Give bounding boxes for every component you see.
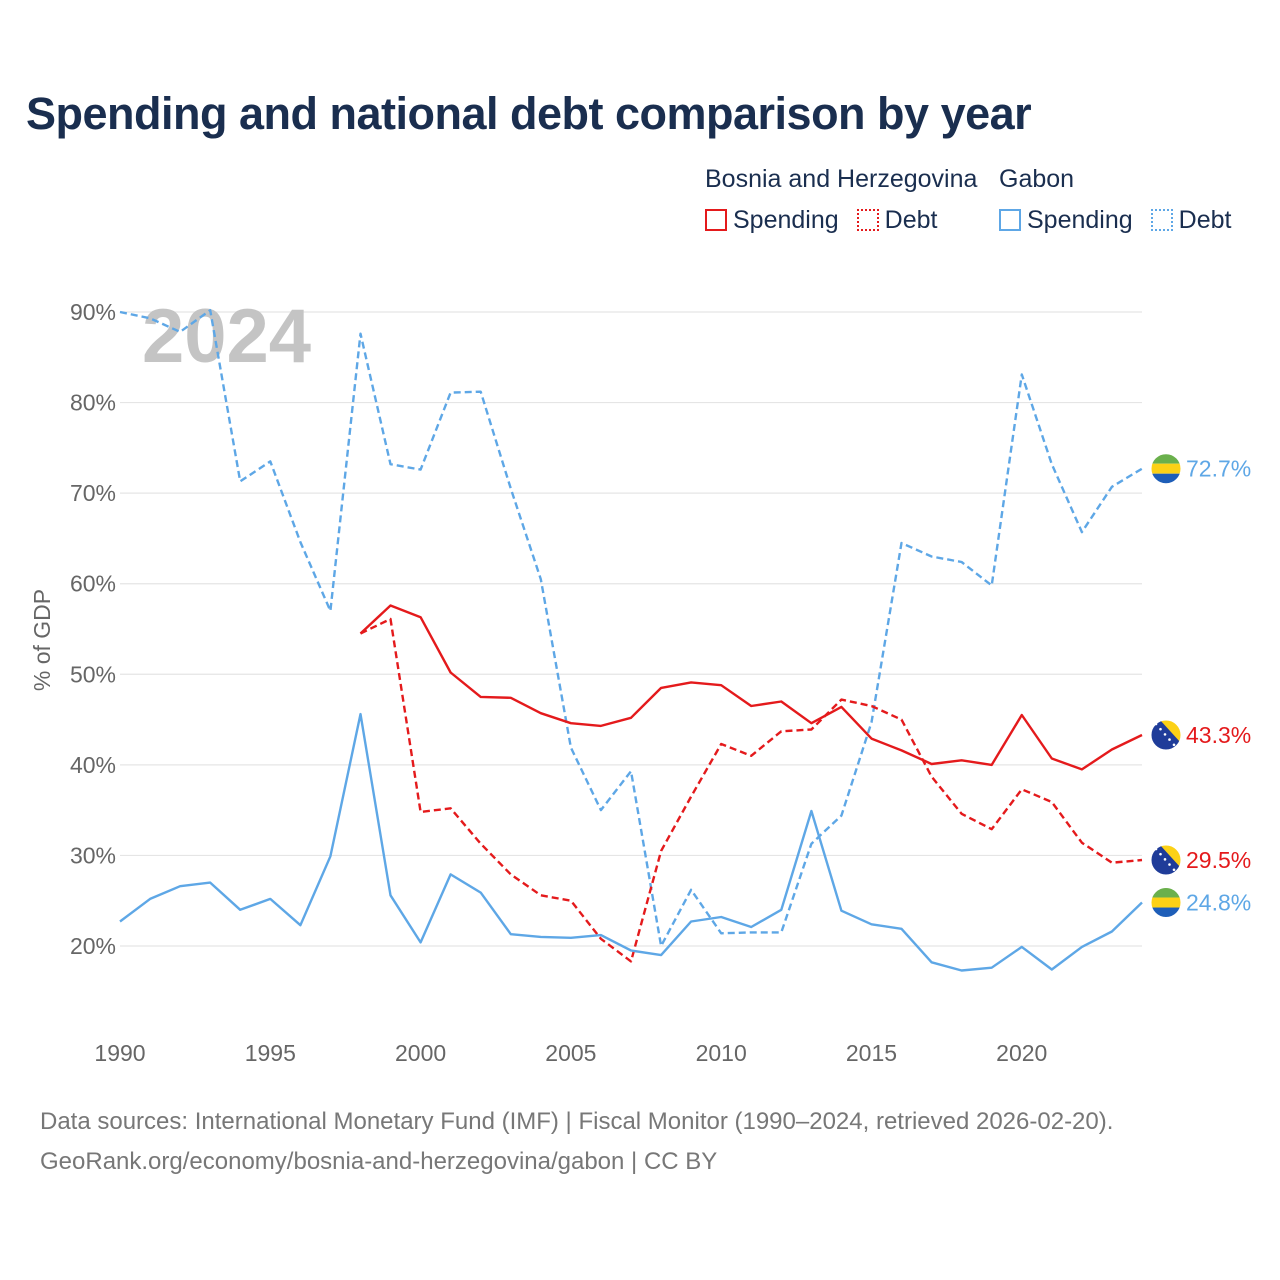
- series-line-gabon-debt: [119, 309, 1143, 948]
- series-line-bosnia-and-herzegovina-spending: [359, 604, 1143, 771]
- legend-gabon-debt-label: Debt: [1178, 205, 1232, 234]
- legend-bosnia-spending[interactable]: Spending: [705, 204, 839, 236]
- x-tick-label: 2005: [545, 1040, 596, 1066]
- data-source-note: Data sources: International Monetary Fun…: [40, 1108, 1114, 1135]
- legend-bosnia-debt-swatch: [856, 209, 879, 231]
- legend-bosnia-spending-label: Spending: [733, 205, 839, 234]
- end-value-label: 24.8%: [1186, 890, 1251, 916]
- end-value-label: 72.7%: [1186, 456, 1251, 482]
- y-tick-label: 50%: [70, 661, 116, 687]
- line-chart: 20% 30% 40% 50% 60% 70% 80% 90% 1990 1995 2000 200…: [29, 294, 1251, 1066]
- legend-country-gabon: Gabon: [999, 165, 1075, 193]
- x-tick-label: 1995: [245, 1040, 296, 1066]
- credit-link[interactable]: GeoRank.org/economy/bosnia-and-herzegovi…: [40, 1148, 718, 1175]
- x-tick-label: 2020: [996, 1040, 1047, 1066]
- y-tick-label: 80%: [70, 390, 116, 416]
- gabon-flag-icon: [1150, 453, 1182, 485]
- legend-gabon-spending[interactable]: Spending: [999, 204, 1133, 236]
- legend-bosnia-spending-swatch: [705, 209, 727, 231]
- chart-title: Spending and national debt comparison by…: [26, 88, 1032, 139]
- y-tick-label: 20%: [70, 933, 116, 959]
- y-axis-label: % of GDP: [29, 589, 55, 691]
- y-tick-label: 30%: [70, 842, 116, 868]
- legend-country-bosnia: Bosnia and Herzegovina: [705, 165, 978, 193]
- gridlines: [120, 311, 1142, 947]
- series-line-gabon-spending: [119, 712, 1143, 972]
- legend-gabon-spending-label: Spending: [1027, 205, 1133, 234]
- y-tick-label: 60%: [70, 571, 116, 597]
- bosnia-flag-icon: [1150, 844, 1182, 876]
- y-tick-label: 70%: [70, 480, 116, 506]
- series-lines: [119, 309, 1143, 972]
- x-tick-label: 1990: [94, 1040, 145, 1066]
- gabon-flag-icon: [1150, 887, 1182, 919]
- x-tick-label: 2015: [846, 1040, 897, 1066]
- legend-group-gabon: Gabon Spending Debt: [999, 162, 1231, 236]
- bosnia-flag-icon: [1150, 719, 1182, 751]
- x-axis-ticks: 1990 1995 2000 2005 2010 2015 2020: [94, 1040, 1047, 1066]
- legend-gabon-debt-swatch: [1150, 209, 1173, 231]
- y-tick-label: 90%: [70, 299, 116, 325]
- end-labels: 72.7% 43.3% 29.5% 24.8%: [1150, 453, 1251, 919]
- legend-bosnia-debt[interactable]: Debt: [856, 204, 938, 236]
- x-tick-label: 2000: [395, 1040, 446, 1066]
- legend-bosnia-debt-label: Debt: [884, 205, 938, 234]
- end-value-label: 29.5%: [1186, 847, 1251, 873]
- legend-gabon-debt[interactable]: Debt: [1150, 204, 1232, 236]
- x-tick-label: 2010: [696, 1040, 747, 1066]
- legend-group-bosnia: Bosnia and Herzegovina Spending Debt: [705, 162, 977, 236]
- y-tick-label: 40%: [70, 752, 116, 778]
- legend-gabon-spending-swatch: [999, 209, 1021, 231]
- series-line-bosnia-and-herzegovina-debt: [359, 617, 1143, 963]
- y-axis-ticks: 20% 30% 40% 50% 60% 70% 80% 90%: [70, 299, 116, 959]
- end-value-label: 43.3%: [1186, 722, 1251, 748]
- year-watermark: 2024: [142, 294, 311, 379]
